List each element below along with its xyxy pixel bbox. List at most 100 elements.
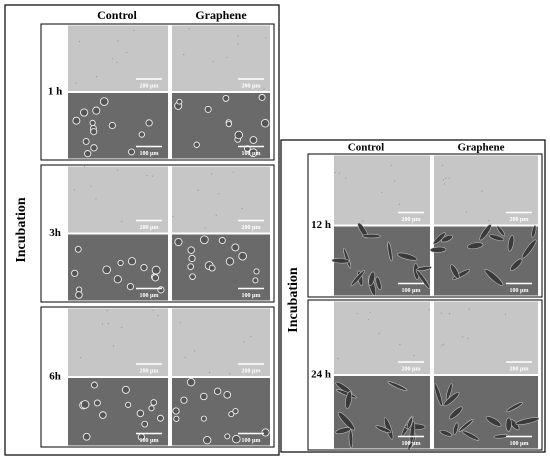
speck	[441, 164, 444, 167]
scale-label: 100 µm	[242, 293, 261, 299]
cell	[335, 427, 351, 435]
scale-label: 200 µm	[510, 217, 529, 223]
speck	[356, 312, 358, 315]
row-label: 1 h	[48, 86, 62, 98]
phase-image	[68, 93, 168, 159]
cell	[93, 399, 101, 407]
cell	[90, 144, 98, 152]
row-frame	[40, 23, 275, 161]
cell	[416, 265, 432, 271]
cell	[125, 401, 132, 408]
cell	[180, 396, 188, 404]
speck	[208, 371, 211, 373]
cell	[99, 411, 107, 419]
speck	[258, 371, 260, 374]
speck	[337, 357, 339, 360]
side-label: Incubation	[286, 267, 301, 333]
cell	[258, 93, 266, 101]
cell	[200, 392, 208, 401]
row-label: 24 h	[311, 369, 331, 381]
cell	[434, 383, 443, 407]
scale-label: 100 µm	[140, 438, 159, 444]
cell	[249, 136, 258, 144]
speck	[465, 211, 468, 213]
cell	[90, 381, 98, 389]
scale-label: 100 µm	[242, 438, 261, 444]
speck	[215, 214, 217, 216]
cell	[409, 421, 416, 444]
cell	[188, 254, 196, 263]
speck	[106, 310, 108, 312]
speck	[250, 335, 252, 337]
column-header: Control	[97, 8, 137, 22]
speck	[345, 177, 347, 179]
cell	[128, 148, 135, 156]
row-frame	[40, 306, 275, 448]
cell	[496, 225, 506, 237]
scale-label: 200 µm	[140, 368, 159, 374]
cell	[92, 106, 101, 115]
speck	[116, 61, 118, 63]
speck	[157, 314, 159, 317]
cell	[345, 391, 353, 409]
bright-image	[334, 301, 430, 374]
scale-label: 200 µm	[242, 368, 261, 374]
scale-label: 100 µm	[510, 288, 529, 294]
cell	[141, 420, 149, 428]
bright-image	[334, 155, 430, 225]
speck	[116, 169, 119, 171]
speck	[218, 193, 220, 195]
cell	[138, 131, 145, 138]
bright-image	[68, 166, 168, 233]
speck	[237, 35, 239, 37]
cell	[145, 119, 153, 127]
column-header: Graphene	[195, 8, 247, 22]
cell	[189, 273, 196, 280]
speck	[381, 191, 383, 193]
speck	[226, 56, 228, 59]
speck	[133, 29, 135, 32]
cell	[225, 257, 235, 266]
cell	[80, 400, 90, 409]
speck	[243, 341, 245, 343]
cell	[232, 408, 239, 415]
scale-label: 200 µm	[510, 366, 529, 372]
speck	[121, 326, 123, 328]
speck	[121, 220, 123, 222]
cell	[89, 119, 96, 126]
phase-image	[172, 234, 270, 301]
speck	[444, 183, 446, 185]
speck	[210, 173, 213, 175]
row-frame	[307, 153, 543, 298]
row-label: 6h	[49, 371, 61, 383]
speck	[428, 309, 430, 311]
bright-image	[172, 25, 270, 91]
cell	[222, 94, 230, 102]
speck	[441, 344, 443, 346]
cell	[151, 265, 161, 275]
speck	[504, 313, 507, 315]
speck	[369, 311, 371, 313]
speck	[413, 355, 415, 357]
cell	[484, 269, 504, 286]
cell	[515, 417, 540, 425]
cell	[238, 251, 247, 261]
speck	[73, 189, 76, 191]
cell	[99, 97, 109, 106]
cell	[187, 246, 195, 254]
cell	[121, 385, 130, 394]
speck	[183, 53, 185, 56]
cell	[223, 390, 232, 399]
cell	[368, 271, 376, 286]
left-panel-frame	[4, 4, 280, 456]
cell	[248, 148, 258, 158]
cell	[102, 265, 112, 275]
cell	[232, 434, 241, 444]
speck	[151, 175, 153, 177]
speck	[237, 43, 239, 45]
speck	[445, 177, 447, 179]
speck	[146, 174, 148, 177]
cell	[429, 246, 447, 253]
speck	[111, 58, 113, 60]
scale-label: 100 µm	[242, 151, 261, 157]
